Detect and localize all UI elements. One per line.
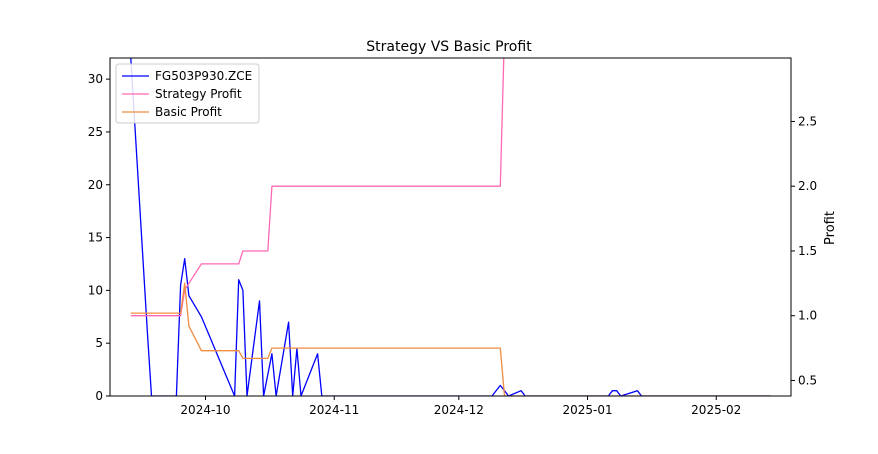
plot-area [109,57,792,397]
series-layer [130,58,771,396]
y-right-tick-label: 2.0 [798,179,817,193]
y-left-tick-label: 5 [95,336,103,350]
y-left-tick-label: 25 [88,125,103,139]
legend: FG503P930.ZCE Strategy Profit Basic Profit [115,63,260,124]
x-tick-label: 2025-02 [691,403,741,417]
y-axis-right: 0.5 1.0 1.5 2.0 2.5 [791,114,817,387]
y-left-tick-label: 30 [88,72,103,86]
series-line-1 [130,58,771,396]
y-left-tick-label: 20 [88,178,103,192]
y-left-tick-label: 0 [95,389,103,403]
x-tick-label: 2024-10 [180,403,230,417]
y-right-tick-label: 2.5 [798,114,817,128]
y-axis-left: 0 5 10 15 20 25 30 [88,72,110,403]
plot-frame [109,57,792,397]
x-axis: 2024-10 2024-11 2024-12 2025-01 2025-02 [180,396,741,417]
x-tick-label: 2025-01 [562,403,612,417]
y-left-tick-label: 10 [88,283,103,297]
chart-title: Strategy VS Basic Profit [366,39,532,55]
x-tick-label: 2024-11 [309,403,359,417]
legend-label-2: Strategy Profit [155,87,242,101]
y-axis-right-label: Profit [823,211,838,245]
series-line-3 [130,282,771,396]
legend-box [115,63,260,124]
series-line-2 [130,58,505,317]
y-right-tick-label: 0.5 [798,373,817,387]
y-right-tick-label: 1.5 [798,244,817,258]
legend-label-1: FG503P930.ZCE [155,69,252,83]
y-right-tick-label: 1.0 [798,309,817,323]
legend-label-3: Basic Profit [155,105,222,119]
x-tick-label: 2024-12 [434,403,484,417]
y-left-tick-label: 15 [88,231,103,245]
